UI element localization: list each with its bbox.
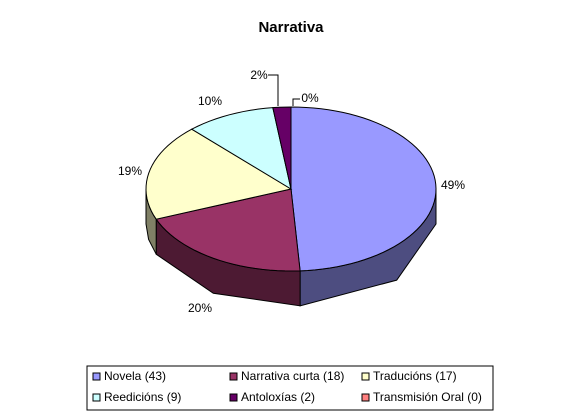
legend-swatch: [361, 372, 370, 381]
label-leader: [292, 98, 300, 106]
legend-label: Antoloxías (2): [241, 390, 315, 404]
chart-title: Narrativa: [258, 19, 324, 36]
slice: [190, 107, 292, 191]
data-label: 49%: [441, 178, 465, 192]
slice: [145, 128, 293, 220]
legend-swatch: [229, 393, 238, 402]
legend-swatch: [361, 393, 370, 402]
data-label: 2%: [250, 68, 268, 82]
legend-label: Traducións (17): [373, 369, 457, 383]
legend-label: Reedicións (9): [104, 390, 181, 404]
data-label: 0%: [301, 91, 319, 105]
legend-box: [86, 365, 494, 411]
data-label: 10%: [198, 94, 222, 108]
data-label: 19%: [118, 164, 142, 178]
legend-label: Narrativa curta (18): [241, 369, 344, 383]
legend-swatch: [92, 372, 101, 381]
slice: [290, 106, 437, 272]
data-label: 20%: [188, 301, 212, 315]
legend-label: Novela (43): [104, 369, 166, 383]
legend-swatch: [92, 393, 101, 402]
label-leader: [268, 74, 279, 106]
legend-label: Transmisión Oral (0): [373, 390, 482, 404]
slice: [272, 106, 292, 190]
slice: [155, 188, 301, 272]
legend-swatch: [229, 372, 238, 381]
